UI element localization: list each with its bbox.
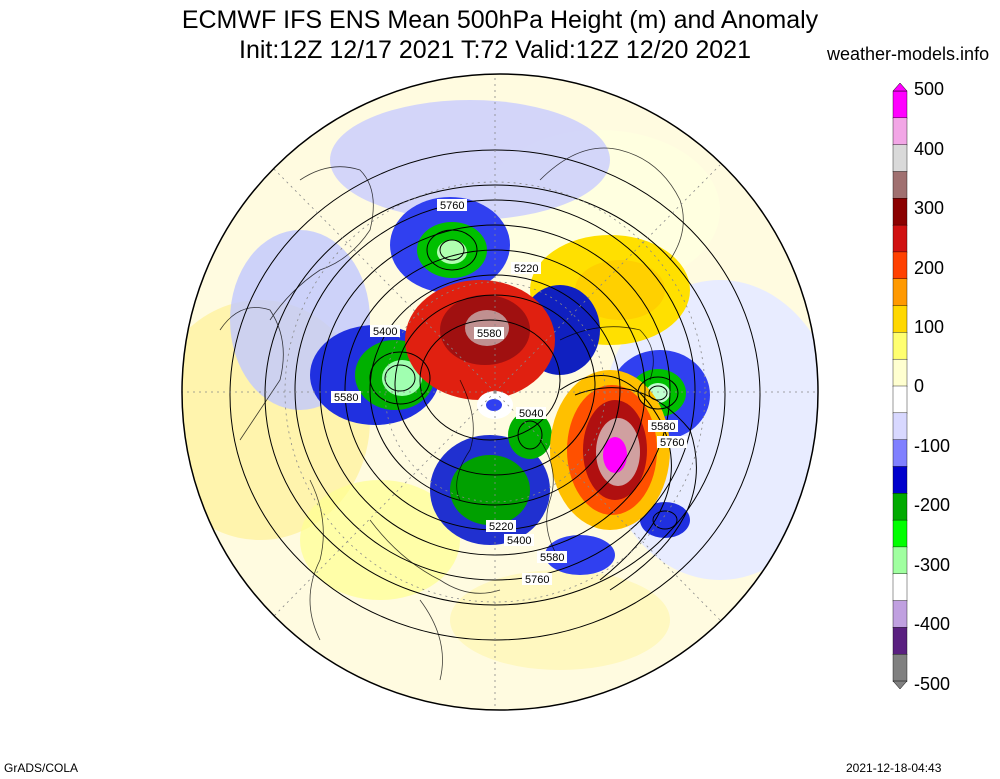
colorbar-label: -100: [914, 436, 950, 456]
map-title-line2: Init:12Z 12/17 2021 T:72 Valid:12Z 12/20…: [239, 36, 751, 64]
colorbar-label: -200: [914, 495, 950, 515]
colorbar-max-arrow: [892, 82, 908, 92]
map-title-line1: ECMWF IFS ENS Mean 500hPa Height (m) and…: [181, 6, 819, 34]
colorbar-label: 500: [914, 79, 944, 99]
colorbar-segment: [892, 573, 908, 602]
footer-software: GrADS/COLA: [4, 761, 79, 775]
contour-label: 5760: [440, 200, 464, 212]
colorbar-segment: [892, 251, 908, 280]
contour-label: 5220: [514, 263, 538, 275]
colorbar-labels: 500 400 300 200 100 0 -100 -200 -300 -40…: [914, 79, 950, 694]
anomaly-colorbar: [892, 82, 908, 690]
contour-label: 5760: [660, 437, 684, 449]
colorbar-segment: [892, 332, 908, 360]
colorbar-segment: [892, 439, 908, 468]
colorbar-segment: [892, 90, 908, 119]
colorbar-label: 400: [914, 139, 944, 159]
colorbar-segment: [892, 653, 908, 682]
colorbar-label: 0: [914, 376, 924, 396]
colorbar-segment: [892, 385, 908, 414]
colorbar-segment: [892, 546, 908, 575]
colorbar-segment: [892, 358, 908, 387]
colorbar-label: 100: [914, 317, 944, 337]
contour-label: 5040: [519, 408, 543, 420]
colorbar-segment: [892, 198, 908, 226]
colorbar-segment: [892, 278, 908, 307]
colorbar-segment: [892, 305, 908, 334]
colorbar-segment: [892, 600, 908, 629]
colorbar-label: -300: [914, 555, 950, 575]
colorbar-segment: [892, 493, 908, 521]
contour-label: 5580: [651, 421, 675, 433]
colorbar-segment: [892, 144, 908, 173]
colorbar-segment: [892, 224, 908, 253]
contour-label: 5400: [373, 326, 397, 338]
colorbar-label: -500: [914, 674, 950, 694]
colorbar-min-arrow: [892, 680, 908, 690]
colorbar-segment: [892, 466, 908, 494]
map-border: [181, 73, 819, 711]
colorbar-segment: [892, 117, 908, 146]
colorbar-label: -400: [914, 614, 950, 634]
colorbar-label: 200: [914, 258, 944, 278]
credit-text: weather-models.info: [827, 44, 990, 64]
hemisphere-map: [182, 74, 818, 710]
colorbar-segment: [892, 627, 908, 655]
contour-label: 5580: [540, 552, 564, 564]
footer-timestamp: 2021-12-18-04:43: [846, 761, 942, 775]
contour-label: 5580: [477, 328, 501, 340]
colorbar-segment: [892, 519, 908, 548]
contour-label: 5760: [525, 574, 549, 586]
colorbar-segment: [892, 412, 908, 441]
colorbar-segment: [892, 171, 908, 199]
contour-label: 5400: [507, 535, 531, 547]
contour-label: 5580: [334, 392, 358, 404]
contour-labels: 5760 5220 5400 5580 5580 5040 5580 5760 …: [331, 199, 687, 586]
contour-label: 5220: [489, 521, 513, 533]
colorbar-label: 300: [914, 198, 944, 218]
